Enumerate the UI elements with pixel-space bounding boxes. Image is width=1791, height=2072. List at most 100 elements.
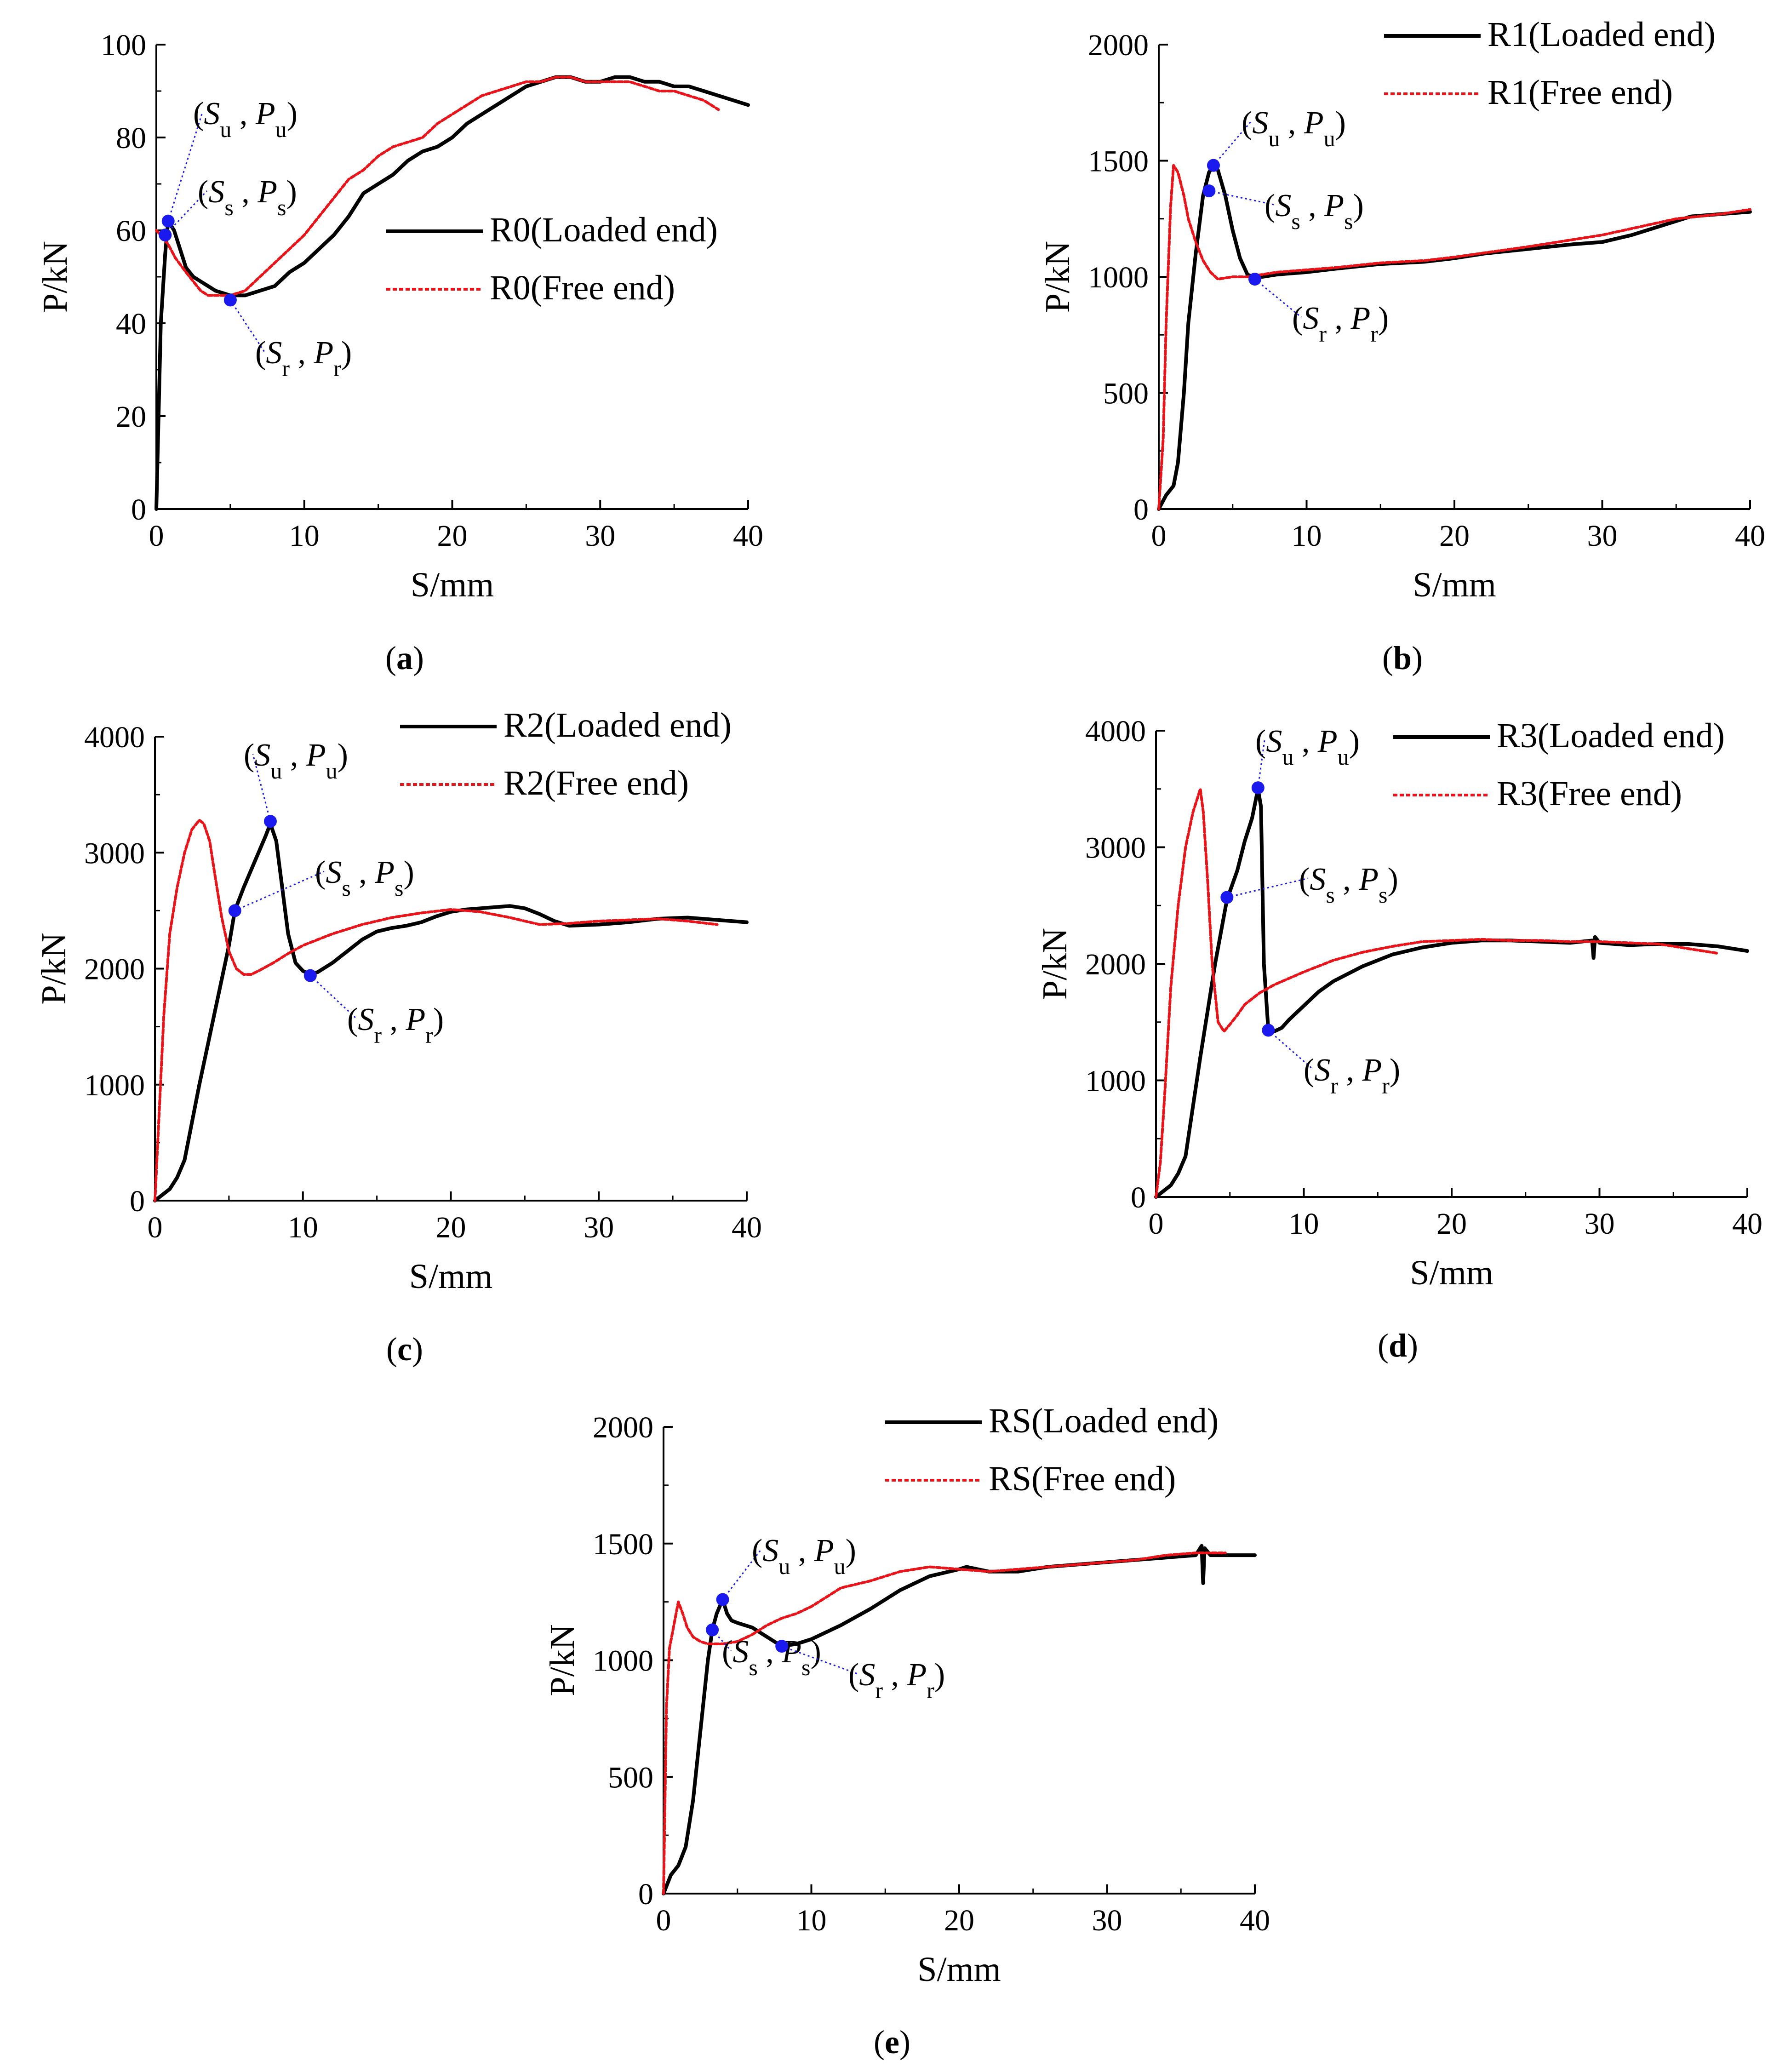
x-axis-label: S/mm: [409, 1257, 493, 1296]
point-label: (Su , Pu): [244, 738, 348, 784]
y-tick-label: 0: [638, 1877, 653, 1911]
caption-paren: (: [1378, 1327, 1389, 1364]
y-tick-label: 100: [101, 29, 146, 62]
y-tick-label: 1500: [593, 1528, 653, 1561]
point-label-part: P: [1324, 188, 1344, 223]
point-label-part: P: [1317, 724, 1338, 759]
point-label-part: s: [277, 195, 286, 220]
characteristic-point: [1207, 159, 1220, 172]
y-tick-label: 1500: [1088, 145, 1149, 178]
leader-line: [722, 1549, 762, 1600]
point-label: (Sr , Pr): [255, 335, 352, 381]
point-label-part: s: [1326, 882, 1334, 908]
point-label-part: s: [749, 1654, 757, 1680]
point-label-part: ,: [231, 96, 256, 132]
y-tick-label: 1000: [1085, 1065, 1146, 1098]
point-label-part: r: [1370, 321, 1378, 347]
y-axis-label: P/kN: [34, 933, 73, 1004]
series-line-free: [1157, 164, 1751, 510]
point-label-part: ): [846, 1533, 856, 1568]
series-line-loaded: [154, 75, 750, 511]
point-label-part: ): [341, 335, 352, 371]
x-tick-label: 30: [584, 1211, 614, 1244]
y-tick-label: 1000: [593, 1644, 653, 1678]
characteristic-point: [1202, 184, 1216, 198]
point-label-part: S: [254, 738, 270, 773]
point-label-part: r: [1319, 321, 1327, 347]
point-label-part: ,: [1300, 188, 1325, 223]
point-label-part: P: [906, 1657, 927, 1693]
leader-line: [229, 299, 265, 352]
point-label: (Sr , Pr): [848, 1657, 945, 1703]
caption-paren: (: [1382, 640, 1393, 676]
point-label-part: P: [1358, 862, 1379, 897]
characteristic-point: [161, 214, 175, 228]
point-label-part: S: [762, 1533, 778, 1568]
x-tick-label: 40: [1240, 1904, 1270, 1937]
point-label-part: ): [286, 174, 297, 210]
point-label: (Sr , Pr): [1292, 301, 1389, 347]
y-tick-label: 80: [116, 121, 146, 155]
point-label-part: (: [722, 1634, 732, 1670]
point-label-part: (: [198, 174, 208, 210]
point-label: (Su , Pu): [193, 96, 298, 142]
y-tick-label: 3000: [84, 836, 145, 870]
point-label-part: u: [275, 116, 287, 142]
point-label-part: ): [404, 855, 414, 890]
x-tick-label: 0: [148, 1211, 163, 1244]
y-tick-label: 4000: [84, 721, 145, 754]
point-label-part: r: [1330, 1073, 1338, 1099]
legend-label: R2(Loaded end): [504, 706, 732, 744]
point-label-part: u: [270, 758, 282, 784]
y-axis-label: P/kN: [543, 1624, 582, 1696]
series-line-free: [155, 75, 720, 297]
x-tick-label: 30: [1587, 519, 1618, 553]
characteristic-point: [228, 904, 241, 917]
point-label-part: S: [1252, 105, 1268, 141]
x-tick-label: 40: [733, 519, 763, 553]
point-label-part: s: [801, 1654, 810, 1680]
panel-caption: (a): [385, 640, 424, 676]
point-label: (Ss , Ps): [1299, 862, 1398, 908]
y-tick-label: 2000: [1088, 29, 1149, 62]
point-label-part: u: [220, 116, 231, 142]
x-tick-label: 20: [436, 1211, 466, 1244]
legend-label: R1(Free end): [1488, 73, 1673, 112]
series-line-free: [1155, 787, 1719, 1198]
point-label-part: r: [875, 1677, 883, 1703]
caption-paren: (: [385, 640, 396, 676]
x-axis-label: S/mm: [1413, 566, 1496, 604]
point-label-part: P: [306, 738, 326, 773]
point-label-part: (: [315, 855, 326, 890]
caption-paren: ): [1412, 640, 1423, 676]
point-label-part: ,: [351, 855, 375, 890]
point-label-part: u: [1338, 744, 1349, 770]
point-label-part: s: [1291, 208, 1300, 234]
legend-label: R0(Loaded end): [490, 211, 718, 249]
point-label-part: ): [1390, 1053, 1400, 1088]
legend-label: RS(Loaded end): [989, 1402, 1219, 1440]
point-label-part: S: [326, 855, 342, 890]
point-label: (Ss , Ps): [198, 174, 297, 220]
point-label-part: (: [1292, 301, 1303, 336]
point-label: (Ss , Ps): [1265, 188, 1364, 234]
x-tick-label: 30: [1092, 1904, 1122, 1937]
leader-line: [1257, 740, 1265, 788]
point-label-part: ,: [1338, 1053, 1362, 1088]
point-label-part: ): [934, 1657, 945, 1693]
chart-panel-d: 0 10 20 30 40 0 1000 2000 3000 4000 S/mm P/kN R3(Loa…: [1036, 715, 1762, 1364]
point-label-part: r: [374, 1022, 382, 1048]
caption-paren: (: [386, 1331, 397, 1368]
x-tick-label: 10: [288, 1211, 318, 1244]
leader-line: [309, 975, 357, 1019]
caption-letter: c: [397, 1331, 412, 1368]
point-label-part: P: [255, 96, 275, 132]
x-tick-label: 0: [1151, 519, 1167, 553]
y-tick-label: 2000: [593, 1411, 653, 1444]
point-label-part: P: [374, 855, 395, 890]
characteristic-point: [716, 1593, 729, 1606]
point-label-part: ): [1353, 188, 1364, 223]
characteristic-point: [303, 969, 317, 982]
x-tick-label: 40: [1735, 519, 1765, 553]
x-tick-label: 10: [796, 1904, 827, 1937]
